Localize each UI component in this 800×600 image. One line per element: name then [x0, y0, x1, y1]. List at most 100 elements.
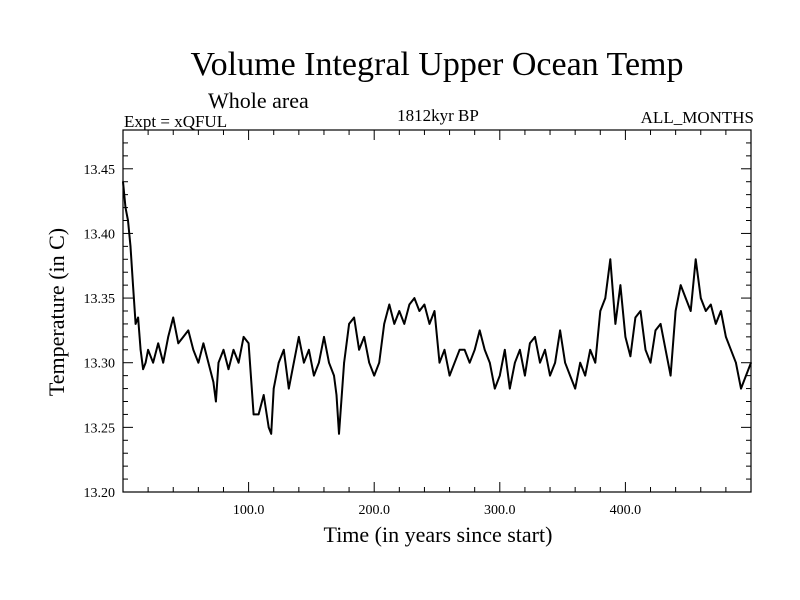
data-point [659, 323, 662, 325]
data-point [167, 336, 170, 338]
data-point [569, 374, 571, 377]
data-point [423, 303, 426, 306]
data-point [318, 361, 320, 364]
data-point [524, 374, 526, 377]
data-point [574, 387, 576, 390]
data-point [473, 348, 476, 351]
data-point [192, 348, 195, 351]
data-point [333, 374, 335, 377]
data-point [745, 374, 747, 377]
data-point [277, 361, 280, 364]
data-point [509, 387, 511, 390]
data-point [132, 284, 134, 286]
data-point [438, 361, 441, 364]
data-point [478, 329, 481, 332]
x-axis-label: Time (in years since start) [323, 522, 553, 547]
data-point [413, 297, 416, 299]
data-point [134, 323, 137, 325]
data-point [182, 336, 185, 338]
data-point [270, 433, 273, 435]
data-point [649, 361, 652, 364]
experiment-label: Expt = xQFUL [124, 112, 228, 131]
data-point [303, 361, 305, 364]
data-point [152, 361, 154, 364]
data-point [403, 323, 406, 325]
data-point [343, 361, 345, 364]
data-point [335, 394, 338, 396]
data-point [453, 361, 456, 364]
data-point [373, 374, 376, 377]
data-point [308, 348, 310, 351]
chart-title: Volume Integral Upper Ocean Temp [190, 46, 684, 83]
data-point [323, 336, 325, 338]
series-line [122, 181, 752, 435]
x-tick-label: 200.0 [358, 503, 390, 518]
data-point [654, 329, 657, 332]
data-point [252, 413, 255, 416]
data-point [534, 336, 536, 338]
period-label: 1812kyr BP [397, 106, 479, 125]
data-point [614, 323, 617, 325]
data-point [428, 323, 431, 325]
data-point [559, 329, 561, 332]
data-point [129, 245, 132, 248]
data-point [669, 374, 672, 377]
data-point [539, 361, 541, 364]
data-point [363, 336, 365, 338]
data-point [720, 310, 722, 312]
y-tick-label: 13.30 [84, 357, 116, 372]
data-point [383, 323, 386, 325]
data-point [735, 361, 737, 364]
data-point [549, 374, 551, 377]
data-point [262, 394, 265, 396]
months-label: ALL_MONTHS [640, 108, 754, 127]
data-point [368, 361, 370, 364]
data-point [232, 348, 235, 351]
data-point [710, 303, 712, 306]
data-point [488, 361, 491, 364]
y-tick-label: 13.25 [84, 421, 116, 436]
data-point [398, 310, 401, 312]
chart-subtitle: Whole area [208, 88, 309, 113]
data-point [493, 387, 496, 390]
data-point [222, 348, 225, 351]
data-point [144, 361, 147, 364]
data-point [217, 361, 220, 364]
x-tick-label: 300.0 [484, 503, 516, 518]
data-point [172, 316, 175, 319]
data-point [388, 303, 391, 306]
data-point [639, 310, 642, 312]
data-point [715, 323, 717, 325]
data-point [699, 297, 702, 299]
series-group [122, 180, 752, 435]
data-point [514, 361, 516, 364]
data-point [197, 361, 200, 364]
data-point [458, 348, 461, 351]
data-point [433, 310, 436, 312]
data-point [589, 348, 592, 351]
y-tick-label: 13.45 [84, 163, 116, 178]
data-point [227, 368, 230, 370]
data-point [142, 368, 144, 370]
data-point [694, 258, 697, 261]
data-point [287, 387, 290, 390]
data-point [212, 381, 215, 383]
data-point [215, 400, 217, 403]
data-point [328, 361, 330, 364]
data-point [139, 348, 142, 351]
data-point [519, 348, 521, 351]
axis-ticks: 100.0 200.0 300.0 400.0 13.20 13.25 13.30 13.35… [84, 130, 751, 518]
data-point [609, 258, 612, 261]
y-tick-label: 13.20 [84, 486, 116, 501]
data-point [137, 316, 139, 319]
data-point [418, 310, 421, 312]
data-point [393, 323, 396, 325]
data-point [684, 297, 687, 299]
data-point [599, 310, 602, 312]
data-point [604, 297, 607, 299]
data-point [127, 219, 129, 222]
data-point [584, 374, 587, 377]
data-point [448, 374, 451, 377]
data-point [267, 426, 270, 429]
